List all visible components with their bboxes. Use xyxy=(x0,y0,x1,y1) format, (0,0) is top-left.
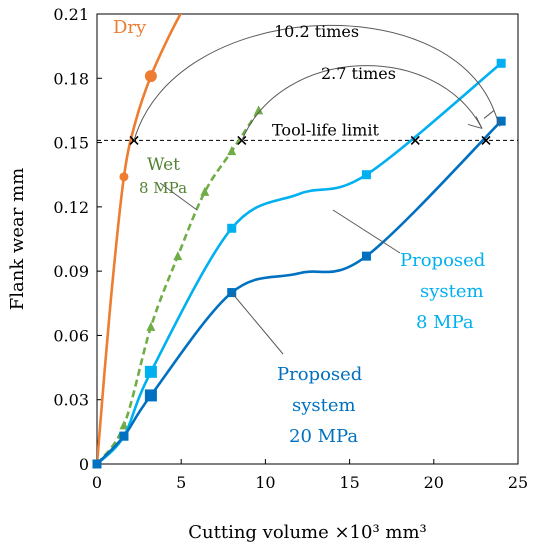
data-point xyxy=(144,365,157,378)
series-label-proposed-20-pressure: 20 MPa xyxy=(289,426,358,447)
leader-layer xyxy=(159,182,401,355)
y-tick-label: 0.12 xyxy=(53,198,89,217)
series-layer xyxy=(92,14,506,469)
arrow-2.7x-annotation xyxy=(467,116,483,129)
x-axis-label: Cutting volume ×10³ mm³ xyxy=(188,522,427,543)
proposed-8mpa-leader-line xyxy=(332,209,401,254)
x-tick-label: 10 xyxy=(255,473,275,492)
series-3 xyxy=(92,116,506,469)
crossing-marker xyxy=(481,135,491,145)
label-layer: Dry Wet 8 MPa Proposed system 8 MPa Prop… xyxy=(113,17,485,447)
x-tick-label: 20 xyxy=(424,473,444,492)
y-tick-label: 0.03 xyxy=(53,391,89,410)
crossing-marker xyxy=(129,135,139,145)
x-tick-label: 0 xyxy=(92,473,102,492)
series-label-proposed-8-system: system xyxy=(420,281,484,302)
arrow-10x-annotation xyxy=(483,110,501,127)
x-tick-label: 25 xyxy=(508,473,528,492)
crossing-marker xyxy=(410,135,420,145)
arc-10x-annotation xyxy=(133,24,495,141)
y-tick-label: 0 xyxy=(79,455,89,474)
data-point xyxy=(200,186,210,196)
data-point xyxy=(119,172,129,182)
x-tick-label: 5 xyxy=(176,473,186,492)
y-tick-label: 0.15 xyxy=(53,134,89,153)
series-line xyxy=(97,14,182,464)
annotation-10-2-times: 10.2 times xyxy=(274,22,359,41)
data-point xyxy=(119,431,129,441)
data-point xyxy=(144,70,157,83)
y-tick-label: 0.21 xyxy=(53,5,89,24)
data-point xyxy=(361,251,371,261)
wet-leader-line xyxy=(159,182,198,211)
series-label-dry: Dry xyxy=(113,17,147,38)
data-point xyxy=(146,321,156,331)
series-label-wet-pressure: 8 MPa xyxy=(139,179,187,197)
tool-life-limit-label: Tool-life limit xyxy=(272,120,379,139)
crossing-marker xyxy=(237,135,247,145)
series-label-proposed-20-system: system xyxy=(292,395,356,416)
plot-frame xyxy=(96,13,519,465)
series-label-proposed-20: Proposed xyxy=(277,364,362,385)
data-point xyxy=(173,251,183,261)
annotation-layer: 10.2 times 2.7 times xyxy=(133,22,501,141)
data-point xyxy=(119,420,129,430)
y-tick-label: 0.18 xyxy=(53,69,89,88)
data-point xyxy=(227,223,237,233)
data-point xyxy=(361,170,371,180)
limit-crossings xyxy=(129,135,491,145)
data-point xyxy=(144,389,157,402)
data-point xyxy=(92,459,102,469)
series-line xyxy=(97,120,503,464)
data-point xyxy=(227,146,237,156)
y-tick-label: 0.06 xyxy=(53,326,89,345)
series-label-wet: Wet xyxy=(147,155,180,175)
x-tick-label: 15 xyxy=(339,473,359,492)
annotation-2-7-times: 2.7 times xyxy=(321,64,396,83)
series-1 xyxy=(92,105,264,468)
series-label-proposed-8: Proposed xyxy=(400,250,485,271)
data-point xyxy=(254,105,264,115)
y-tick-label: 0.09 xyxy=(53,262,89,281)
axes: 0 5 10 15 20 25 0 0.03 0.06 0.09 0.12 0.15 0.18 0.21 C… xyxy=(7,5,528,543)
data-point xyxy=(496,116,506,126)
data-point xyxy=(496,58,506,68)
arc-2.7x-annotation xyxy=(241,65,483,141)
series-label-proposed-8-pressure: 8 MPa xyxy=(416,312,474,333)
data-point xyxy=(227,288,237,298)
y-axis-label: Flank wear mm xyxy=(7,168,28,310)
proposed-20mpa-leader-line xyxy=(231,292,284,355)
